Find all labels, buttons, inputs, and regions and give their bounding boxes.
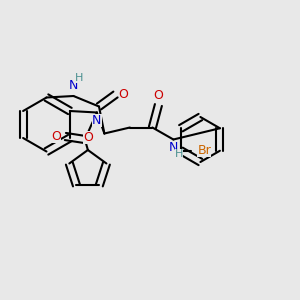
Text: H: H xyxy=(175,149,183,159)
Text: N: N xyxy=(92,114,102,127)
Text: O: O xyxy=(154,89,163,102)
Text: H: H xyxy=(75,74,83,83)
Text: Br: Br xyxy=(197,144,211,157)
Text: O: O xyxy=(118,88,128,101)
Text: N: N xyxy=(69,79,78,92)
Text: N: N xyxy=(169,141,178,154)
Text: O: O xyxy=(51,130,61,143)
Text: O: O xyxy=(83,131,93,144)
